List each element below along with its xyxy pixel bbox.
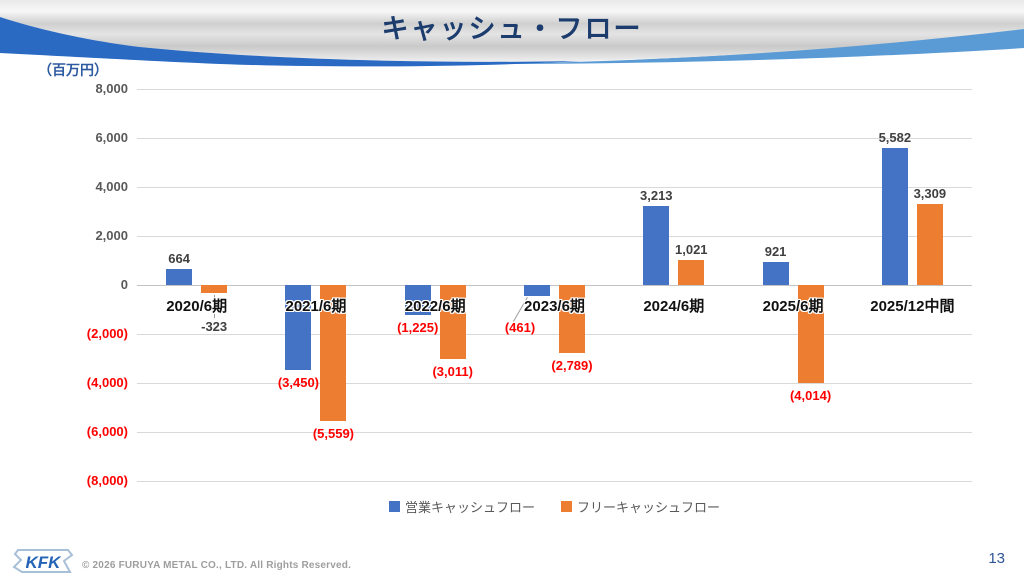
bar-operating-1	[285, 285, 312, 370]
category-label-6: 2025/12中間	[870, 298, 955, 315]
page-title: キャッシュ・フロー	[381, 14, 643, 44]
legend-label-free: フリーキャッシュフロー	[577, 499, 721, 515]
value-label-operating-5: 921	[764, 244, 787, 260]
value-label-free-3: (2,789)	[551, 358, 593, 374]
y-tick--4000: (4,000)	[86, 375, 128, 390]
category-label-0: 2020/6期	[166, 298, 228, 315]
legend-item-operating: 営業キャッシュフロー	[388, 497, 535, 516]
legend-label-operating: 営業キャッシュフロー	[404, 499, 535, 515]
header-metal-plate	[0, 0, 1024, 62]
gridline--2000	[137, 334, 972, 335]
y-tick-4000: 4,000	[95, 179, 128, 194]
value-label-free-5: (4,014)	[789, 388, 832, 404]
bar-operating-6	[881, 148, 908, 285]
axis-unit-label: （百万円）	[38, 62, 108, 78]
category-label-2: 2022/6期	[404, 298, 466, 315]
bar-operating-4	[643, 206, 670, 285]
bar-free-0	[201, 285, 228, 293]
bar-free-6	[916, 203, 943, 285]
gridline-0	[137, 285, 972, 286]
category-label-5: 2025/6期	[762, 298, 824, 315]
value-label-free-6: 3,309	[913, 185, 947, 201]
bar-operating-3	[524, 285, 550, 297]
bar-free-5	[797, 285, 824, 384]
gridline-8000	[137, 89, 972, 90]
gridline-6000	[137, 138, 972, 139]
page-number: 13	[988, 550, 1005, 567]
value-label-operating-4: 3,213	[640, 188, 673, 204]
copyright-text: © 2026 FURUYA METAL CO., LTD. All Rights…	[82, 560, 352, 571]
kfk-logo: KFK	[12, 549, 74, 573]
y-tick-2000: 2,000	[95, 228, 128, 243]
bar-operating-5	[762, 262, 789, 285]
leader-line-free-0	[214, 294, 216, 318]
value-label-operating-1: (3,450)	[277, 374, 320, 390]
value-label-operating-0: 664	[168, 250, 190, 266]
y-tick-8000: 8,000	[95, 81, 128, 96]
bar-operating-0	[166, 268, 193, 285]
svg-text:KFK: KFK	[26, 553, 63, 572]
legend-item-free: フリーキャッシュフロー	[561, 497, 720, 516]
chart-legend: 営業キャッシュフロー フリーキャッシュフロー	[137, 496, 972, 516]
value-label-operating-3: (461)	[504, 320, 536, 336]
bar-free-4	[678, 259, 705, 285]
gridline-2000	[137, 236, 972, 237]
value-label-free-2: (3,011)	[432, 363, 473, 379]
value-label-free-4: 1,021	[675, 241, 708, 257]
header-dark-blue-swoosh	[0, 17, 580, 67]
value-label-free-0: -323	[201, 318, 228, 334]
y-tick--8000: (8,000)	[86, 473, 128, 488]
y-tick--6000: (6,000)	[86, 424, 128, 439]
category-label-1: 2021/6期	[285, 298, 347, 315]
gridline--8000	[137, 481, 972, 482]
y-tick--2000: (2,000)	[86, 326, 128, 341]
y-tick-0: 0	[120, 277, 128, 292]
legend-swatch-free	[561, 500, 572, 512]
gridline--6000	[137, 432, 972, 433]
header-banner	[0, 0, 1024, 67]
gridline--4000	[137, 383, 972, 384]
value-label-free-1: (5,559)	[312, 426, 355, 442]
value-label-operating-6: 5,582	[878, 130, 912, 146]
legend-swatch-operating	[388, 500, 400, 512]
category-label-4: 2024/6期	[643, 298, 705, 315]
bar-free-1	[320, 285, 347, 422]
bar-free-2	[439, 285, 466, 359]
value-label-operating-2: (1,225)	[397, 320, 439, 335]
bar-operating-2	[404, 285, 431, 315]
header-light-blue-swoosh	[430, 26, 1024, 65]
category-label-3: 2023/6期	[524, 298, 585, 315]
y-tick-6000: 6,000	[95, 130, 128, 145]
bar-free-3	[559, 285, 585, 354]
gridline-4000	[137, 187, 972, 188]
